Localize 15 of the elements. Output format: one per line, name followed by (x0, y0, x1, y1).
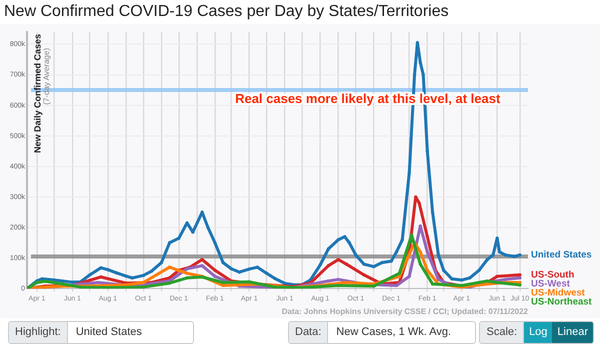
series-label: US-Northeast (531, 296, 593, 308)
text: Scale: (480, 322, 524, 343)
chart-title: New Confirmed COVID-19 Cases per Day by States/Territories (3, 2, 450, 22)
series-label: US-Midwest (531, 287, 586, 298)
series-label: United States (531, 250, 592, 261)
series-label: US-South (531, 269, 574, 280)
text: Linear (552, 322, 593, 343)
text: Data: Johns Hopkins University CSSE / CCI; Updated: 07/11/2022 (282, 307, 529, 316)
text: United States (74, 325, 143, 340)
y-axis-title: New Daily Confirmed Cases (7-day Average) (32, 34, 52, 154)
text: Log (524, 322, 552, 343)
text: Data: (289, 322, 328, 343)
series-label: US-West (531, 278, 571, 290)
text: Highlight: (9, 322, 68, 343)
text: New Cases, 1 Wk. Avg. (335, 325, 452, 340)
